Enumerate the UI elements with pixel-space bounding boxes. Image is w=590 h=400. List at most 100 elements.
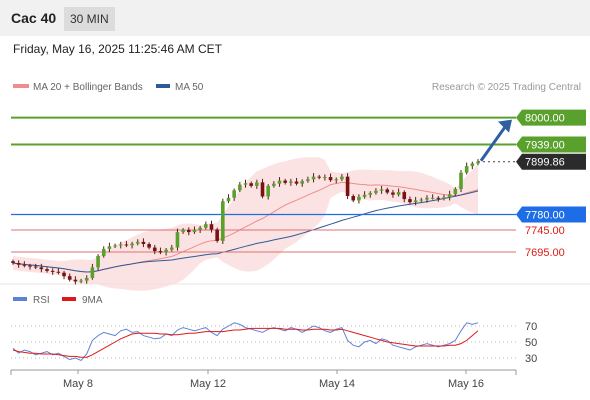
candle-body bbox=[368, 192, 373, 195]
candle-body bbox=[113, 245, 117, 247]
candle-body bbox=[39, 267, 44, 270]
level-lines bbox=[11, 116, 516, 253]
candle-body bbox=[334, 179, 339, 181]
instrument-title: Cac 40 bbox=[11, 10, 57, 26]
candle-body bbox=[459, 172, 463, 189]
candle-body bbox=[294, 181, 299, 184]
candle-body bbox=[79, 280, 83, 282]
candle-body bbox=[317, 176, 322, 178]
candle-body bbox=[391, 192, 395, 195]
target-arrow-head bbox=[498, 119, 512, 133]
legend-rsi-ma-label: 9MA bbox=[82, 295, 103, 306]
bollinger-band-area bbox=[13, 157, 478, 291]
candle-body bbox=[289, 181, 293, 183]
candle-body bbox=[169, 247, 174, 250]
candle-body bbox=[272, 183, 276, 186]
x-tick-label: May 8 bbox=[63, 378, 93, 390]
candle-body bbox=[277, 180, 282, 184]
candle-body bbox=[266, 185, 270, 197]
candle-body bbox=[204, 224, 208, 228]
x-tick-label: May 12 bbox=[190, 378, 226, 390]
candle-body bbox=[447, 194, 452, 198]
rsi-line bbox=[12, 322, 479, 362]
candle-body bbox=[130, 243, 134, 246]
candle-body bbox=[215, 229, 219, 241]
rsi-panel: 70 50 30 bbox=[11, 321, 537, 365]
target-arrow-shaft bbox=[479, 124, 508, 162]
candle-body bbox=[413, 200, 418, 203]
candle-body bbox=[328, 177, 333, 181]
candle-body bbox=[175, 232, 180, 248]
candle-body bbox=[453, 188, 458, 195]
target-arrow bbox=[479, 119, 512, 162]
x-axis: May 8 May 12 May 14 May 16 bbox=[63, 370, 484, 390]
candle-body bbox=[470, 163, 475, 167]
level-label-8000.00: 8000.00 bbox=[525, 113, 565, 125]
candle-body bbox=[50, 270, 55, 272]
candle-body bbox=[379, 189, 384, 191]
candle-body bbox=[362, 194, 367, 197]
candle-body bbox=[62, 272, 66, 277]
x-tick-label: May 16 bbox=[448, 378, 484, 390]
candle-body bbox=[11, 261, 15, 263]
candle-body bbox=[396, 192, 401, 195]
bollinger-bands bbox=[13, 157, 478, 291]
ma50-line bbox=[12, 190, 479, 273]
legend-rsi-swatch bbox=[13, 297, 27, 301]
candle-body bbox=[186, 229, 191, 233]
candle-body bbox=[45, 269, 49, 271]
candle-body bbox=[419, 199, 424, 201]
candle-body bbox=[476, 161, 480, 164]
candle-body bbox=[118, 244, 123, 246]
candle-body bbox=[226, 197, 231, 202]
moving-averages bbox=[12, 181, 479, 273]
candle-body bbox=[464, 166, 469, 173]
candle-body bbox=[152, 247, 157, 252]
candle-body bbox=[33, 266, 38, 268]
candle-body bbox=[147, 244, 151, 248]
level-label-box bbox=[516, 206, 586, 223]
header-bar: Cac 40 30 MIN bbox=[0, 0, 590, 36]
candle-body bbox=[238, 184, 242, 191]
candle-body bbox=[221, 201, 225, 241]
candle-body bbox=[141, 241, 146, 245]
timeframe-button[interactable]: 30 MIN bbox=[64, 7, 115, 31]
level-label-7939.00: 7939.00 bbox=[525, 139, 565, 151]
level-label-7899.86: 7899.86 bbox=[525, 157, 565, 169]
level-label-box bbox=[516, 109, 586, 126]
candle-body bbox=[249, 183, 253, 186]
candle-body bbox=[135, 241, 140, 244]
candle-body bbox=[425, 197, 429, 200]
legend-rsi-label: RSI bbox=[33, 295, 50, 306]
rsi-tick-30: 30 bbox=[525, 353, 537, 365]
candle-body bbox=[28, 265, 32, 267]
level-label-7780.00: 7780.00 bbox=[525, 210, 565, 222]
x-tick-label: May 14 bbox=[319, 378, 355, 390]
candle-body bbox=[351, 196, 356, 201]
candle-body bbox=[300, 181, 305, 184]
candle-body bbox=[340, 176, 344, 180]
candle-body bbox=[84, 277, 89, 281]
candle-body bbox=[345, 176, 350, 197]
rsi-ma-line bbox=[12, 327, 479, 358]
level-label-box bbox=[516, 136, 586, 153]
candle-body bbox=[101, 248, 106, 256]
candle-body bbox=[198, 227, 202, 230]
candle-body bbox=[209, 224, 214, 230]
candle-body bbox=[124, 244, 129, 246]
legend-ma20-swatch bbox=[13, 84, 29, 88]
candle-body bbox=[306, 179, 310, 182]
legend-rsi-ma-swatch bbox=[62, 297, 76, 301]
candle-body bbox=[408, 199, 412, 203]
candle-body bbox=[181, 229, 185, 233]
candle-body bbox=[232, 190, 236, 198]
rsi-tick-70: 70 bbox=[525, 321, 537, 333]
candle-body bbox=[90, 267, 95, 278]
candle-body bbox=[357, 196, 361, 201]
candle-body bbox=[283, 180, 287, 183]
legend-ma20-label: MA 20 + Bollinger Bands bbox=[33, 82, 143, 93]
candle-body bbox=[107, 246, 112, 249]
level-label-box bbox=[516, 153, 586, 170]
credit-label: Research © 2025 Trading Central bbox=[432, 82, 581, 93]
level-labels: 8000.00 7939.00 7899.86 7780.00 7745.00 7695.… bbox=[516, 109, 586, 259]
